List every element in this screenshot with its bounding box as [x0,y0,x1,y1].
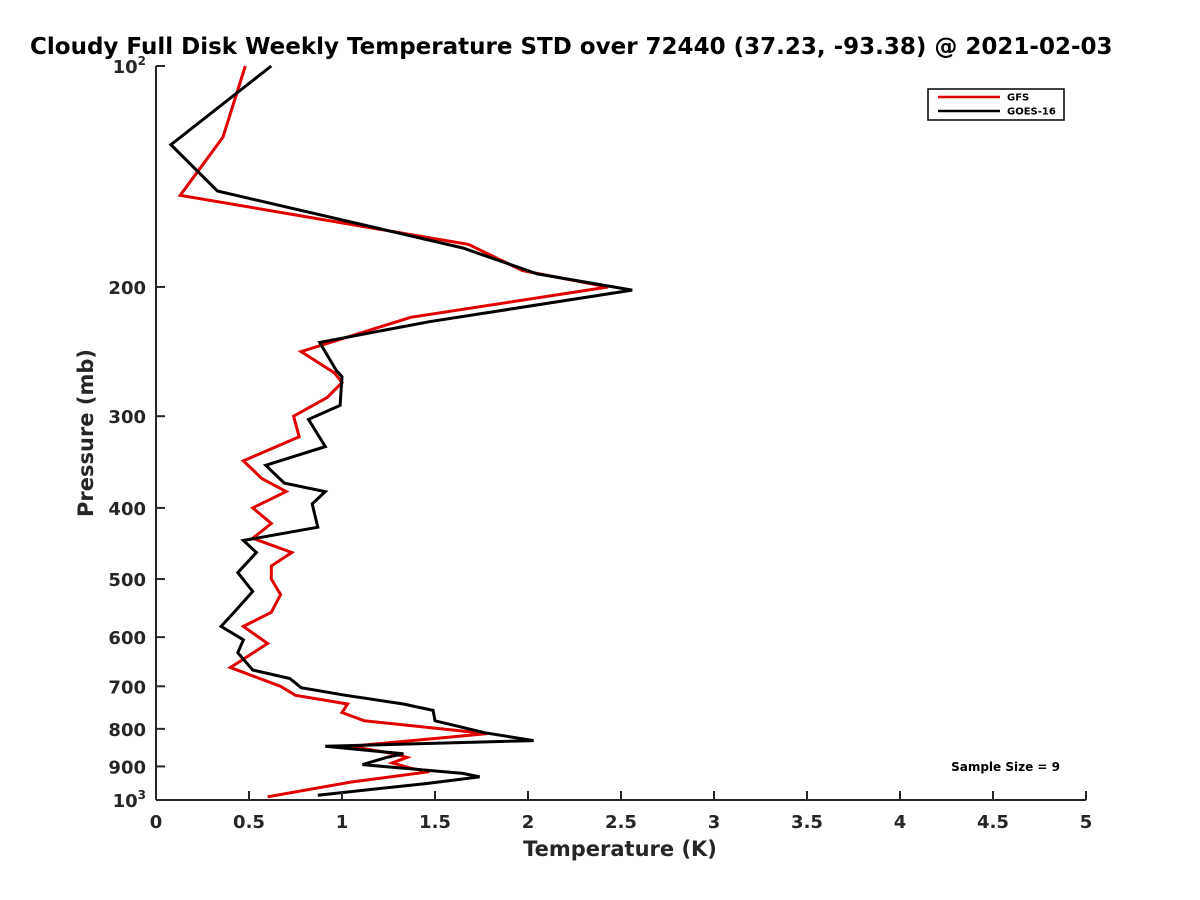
legend-box [927,88,1065,121]
x-tick-label: 5 [1080,812,1093,833]
legend-label: GFS [1007,93,1029,104]
y-tick-label: 200 [108,278,146,299]
series-line-gfs [177,65,609,799]
x-tick-label: 1.5 [419,812,451,833]
series-line-goes-16 [168,64,633,797]
x-tick-label: 4.5 [977,812,1009,833]
chart-title: Cloudy Full Disk Weekly Temperature STD … [30,34,1113,60]
legend: GFS GOES-16 [927,88,1065,121]
y-tick-label: 102 [113,54,146,78]
x-tick-label: 3 [708,812,721,833]
y-tick-label: 800 [108,720,146,741]
x-tick-label: 2 [522,812,535,833]
y-tick-label: 500 [108,570,146,591]
x-tick-label: 0 [150,812,163,833]
x-tick-label: 2.5 [605,812,637,833]
x-axis-label: Temperature (K) [523,837,717,861]
x-tick-label: 1 [336,812,349,833]
legend-label: GOES-16 [1007,107,1056,118]
y-tick-label: 300 [108,407,146,428]
y-axis: 102 200 300 400 500 600 700 800 900 103 [108,54,165,812]
y-tick-label: 103 [113,788,146,812]
y-tick-label: 700 [108,677,146,698]
sample-size-annotation: Sample Size = 9 [951,760,1060,774]
y-tick-label: 900 [108,757,146,778]
y-axis-label: Pressure (mb) [74,349,98,517]
x-tick-label: 3.5 [791,812,823,833]
series-layer [168,64,633,799]
y-tick-label: 600 [108,628,146,649]
plot-area [155,66,1086,801]
x-tick-label: 0.5 [233,812,265,833]
y-tick-label: 400 [108,499,146,520]
x-tick-label: 4 [894,812,907,833]
x-axis: 0 0.5 1 1.5 2 2.5 3 3.5 4 4.5 5 [150,791,1093,833]
